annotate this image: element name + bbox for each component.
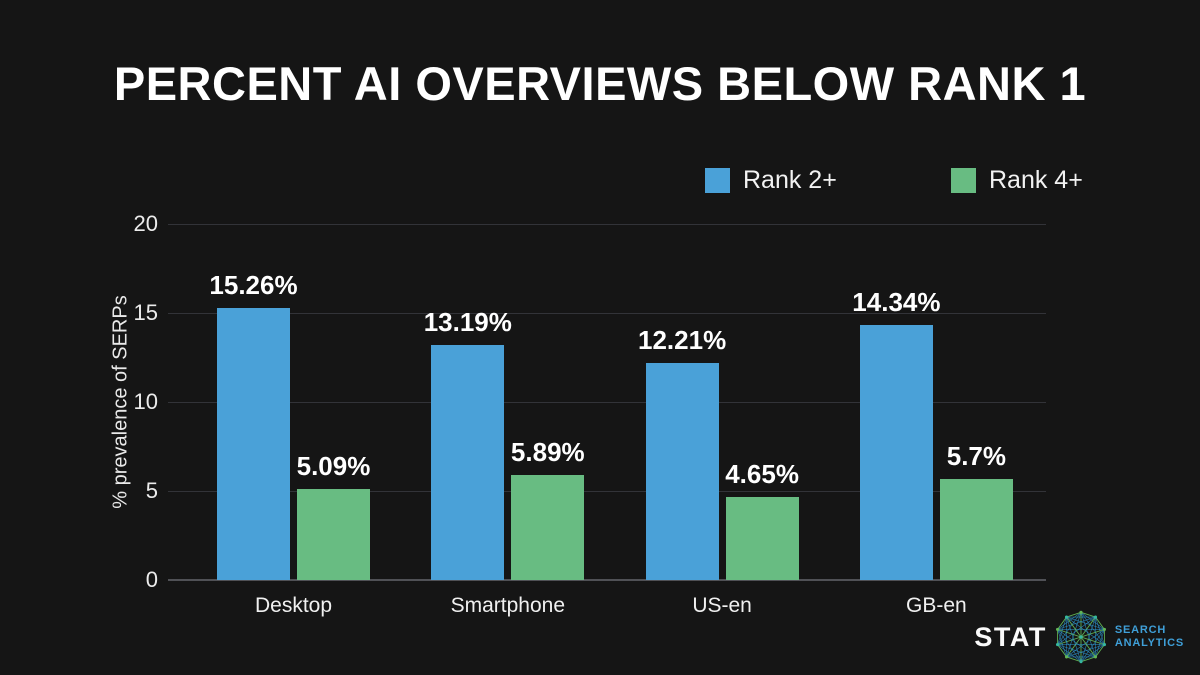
y-tick-label-20: 20 bbox=[133, 211, 158, 236]
bar-rank2-gb-en bbox=[859, 324, 933, 580]
value-label: 12.21% bbox=[638, 324, 727, 355]
stat-wordmark: STAT bbox=[974, 621, 1047, 652]
gridline-5 bbox=[168, 491, 1046, 492]
y-tick-label-5: 5 bbox=[145, 478, 158, 503]
value-label: 13.19% bbox=[423, 307, 512, 338]
stat-logo: STAT SEARCH ANALYTICS bbox=[974, 609, 1184, 665]
gridline-15 bbox=[168, 313, 1046, 314]
y-tick-label-10: 10 bbox=[133, 389, 158, 414]
chart-title: PERCENT AI OVERVIEWS BELOW RANK 1 bbox=[113, 57, 1087, 110]
legend-swatch-rank-2plus bbox=[705, 167, 730, 193]
legend-label-rank-4plus: Rank 4+ bbox=[989, 165, 1083, 194]
legend-item-rank-4plus: Rank 4+ bbox=[951, 166, 1083, 194]
value-label: 14.34% bbox=[852, 286, 941, 317]
y-tick-label-15: 15 bbox=[133, 300, 158, 325]
bar-rank4-smartphone bbox=[511, 475, 585, 580]
category-label-desktop: Desktop bbox=[254, 594, 333, 617]
network-sphere-icon bbox=[1055, 610, 1106, 664]
value-label: 4.65% bbox=[725, 459, 799, 490]
category-label-smartphone: Smartphone bbox=[450, 594, 565, 617]
value-label: 15.26% bbox=[209, 270, 298, 301]
value-label: 5.7% bbox=[946, 440, 1007, 471]
logo-tagline-line1: SEARCH bbox=[1114, 624, 1167, 636]
value-label: 5.09% bbox=[296, 451, 371, 482]
bar-rank4-us-en bbox=[725, 497, 799, 580]
y-tick-label-0: 0 bbox=[145, 567, 158, 592]
legend-label-rank-2plus: Rank 2+ bbox=[743, 165, 837, 194]
x-axis-line bbox=[168, 579, 1046, 581]
category-label-gb-en: GB-en bbox=[906, 594, 967, 617]
bar-rank2-us-en bbox=[645, 362, 719, 580]
bar-rank4-gb-en bbox=[939, 478, 1013, 580]
logo-tagline-line2: ANALYTICS bbox=[1114, 637, 1184, 649]
bar-rank2-desktop bbox=[217, 308, 290, 580]
legend-item-rank-2plus: Rank 2+ bbox=[705, 166, 837, 194]
bar-rank4-desktop bbox=[297, 489, 370, 580]
bar-rank2-smartphone bbox=[431, 345, 505, 580]
value-label: 5.89% bbox=[510, 437, 585, 468]
logo-tagline: SEARCH ANALYTICS bbox=[1115, 624, 1184, 650]
gridline-20 bbox=[168, 224, 1046, 225]
legend-swatch-rank-4plus bbox=[951, 167, 976, 193]
gridline-10 bbox=[168, 402, 1046, 403]
category-label-us-en: US-en bbox=[692, 594, 752, 617]
